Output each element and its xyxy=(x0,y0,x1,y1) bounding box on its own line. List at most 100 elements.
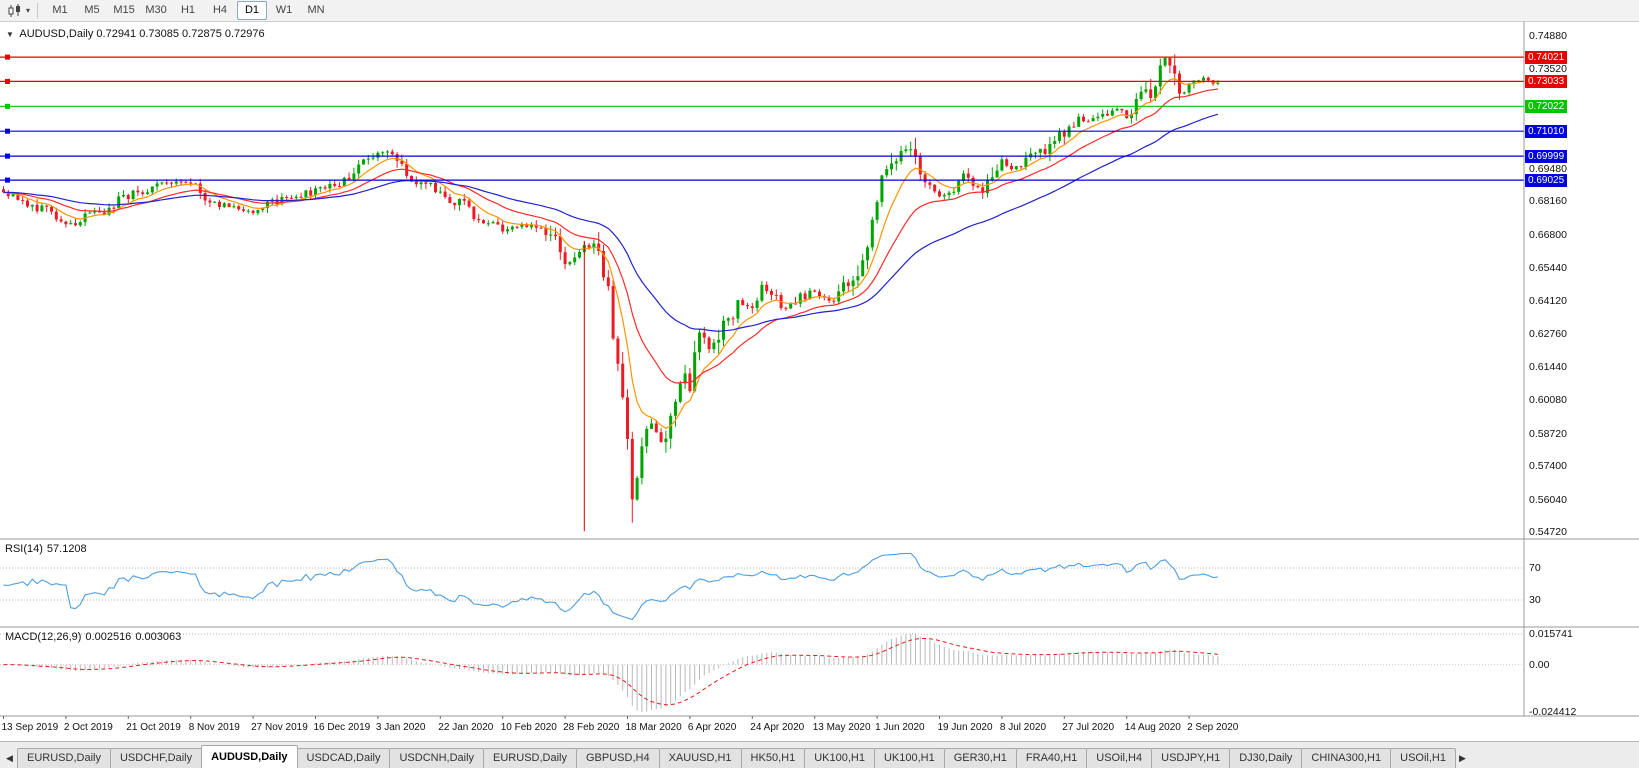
horizontal-line-0.71010[interactable] xyxy=(0,128,1524,134)
collapse-triangle-icon[interactable]: ▼ xyxy=(6,30,14,39)
chart-tab-fra40-h1[interactable]: FRA40,H1 xyxy=(1015,748,1088,768)
date-axis-label: 14 Aug 2020 xyxy=(1124,722,1181,733)
chart-tab-usoil-h1[interactable]: USOil,H1 xyxy=(1390,748,1456,768)
chart-tab-usdjpy-h1[interactable]: USDJPY,H1 xyxy=(1151,748,1231,768)
price-line-badge: 0.73033 xyxy=(1525,74,1568,88)
chart-tab-audusd-daily[interactable]: AUDUSD,Daily xyxy=(201,745,298,768)
date-axis-label: 1 Jun 2020 xyxy=(875,722,925,733)
chart-tab-xauusd-h1[interactable]: XAUUSD,H1 xyxy=(658,748,742,768)
chart-ohlc-values: 0.72941 0.73085 0.72875 0.72976 xyxy=(96,28,265,40)
plot-background xyxy=(0,22,1639,716)
chart-tab-eurusd-daily[interactable]: EURUSD,Daily xyxy=(483,748,577,768)
price-axis-label: 0.73520 xyxy=(1529,63,1567,76)
price-axis-label: 0.65440 xyxy=(1529,262,1567,275)
chart-tab-eurusd-daily[interactable]: EURUSD,Daily xyxy=(17,748,111,768)
chart-tab-hk50-h1[interactable]: HK50,H1 xyxy=(740,748,806,768)
price-line-badge: 0.69999 xyxy=(1525,149,1568,163)
timeframe-button-d1[interactable]: D1 xyxy=(237,1,268,20)
horizontal-line-0.73033[interactable] xyxy=(0,78,1524,84)
date-axis-label: 13 May 2020 xyxy=(812,722,871,733)
macd-histogram xyxy=(7,634,1219,712)
chart-symbol: AUDUSD,Daily xyxy=(19,28,94,40)
date-axis-label: 2 Oct 2019 xyxy=(63,722,113,733)
timeframe-button-group: M1 M5 M15 M30 H1 H4 D1 W1 MN xyxy=(45,1,331,20)
date-axis-label: 19 Jun 2020 xyxy=(937,722,993,733)
price-line-badge: 0.72022 xyxy=(1525,99,1568,113)
timeframe-button-m30[interactable]: M30 xyxy=(145,4,167,16)
timeframe-button-w1[interactable]: W1 xyxy=(275,4,293,16)
date-axis-label: 13 Sep 2019 xyxy=(1,722,59,733)
price-line-badge: 0.69025 xyxy=(1525,173,1568,187)
macd-axis-label: 0.00 xyxy=(1529,658,1550,671)
chart-tab-ger30-h1[interactable]: GER30,H1 xyxy=(943,748,1017,768)
price-axis-label: 0.69480 xyxy=(1529,162,1567,175)
chart-tab-usoil-h4[interactable]: USOil,H4 xyxy=(1086,748,1153,768)
macd-main-value: 0.002516 xyxy=(85,631,132,643)
horizontal-line-0.69025[interactable] xyxy=(0,177,1524,183)
price-axis-label: 0.60080 xyxy=(1529,394,1567,407)
macd-pane-label: MACD(12,26,9) 0.002516 0.003063 xyxy=(5,631,181,643)
timeframe-button-h1[interactable]: H1 xyxy=(180,4,196,16)
timeframe-button-m1[interactable]: M1 xyxy=(52,4,68,16)
date-axis-label: 28 Feb 2020 xyxy=(563,722,620,733)
price-line-badge: 0.71010 xyxy=(1525,124,1568,138)
macd-signal-line xyxy=(3,637,1218,706)
chart-tab-china300-h1[interactable]: CHINA300,H1 xyxy=(1301,748,1392,768)
tab-scroll-right-icon[interactable]: ▶ xyxy=(1459,753,1466,763)
candlestick-chart-icon[interactable] xyxy=(5,3,25,19)
horizontal-line-0.69999[interactable] xyxy=(0,153,1524,159)
timeframe-button-h4[interactable]: H4 xyxy=(212,4,228,16)
rsi-current-value: 57.1208 xyxy=(46,543,87,555)
price-axis-label: 0.54720 xyxy=(1529,526,1567,538)
date-axis-label: 22 Jan 2020 xyxy=(438,722,494,733)
date-axis-label: 10 Feb 2020 xyxy=(500,722,557,733)
price-axis-label: 0.62760 xyxy=(1529,328,1567,341)
price-axis-label: 0.56040 xyxy=(1529,493,1567,506)
chart-tab-uk100-h1[interactable]: UK100,H1 xyxy=(804,748,875,768)
timeframe-button-mn[interactable]: MN xyxy=(307,4,325,16)
date-ticks xyxy=(3,716,1190,719)
macd-signal-value: 0.003063 xyxy=(135,631,182,643)
date-axis-label: 6 Apr 2020 xyxy=(687,722,737,733)
date-axis-label: 8 Jul 2020 xyxy=(999,722,1047,733)
chart-tab-usdcad-daily[interactable]: USDCAD,Daily xyxy=(296,748,391,768)
rsi-axis-label: 70 xyxy=(1529,562,1541,574)
timeframe-button-m5[interactable]: M5 xyxy=(84,4,100,16)
date-axis-label: 8 Nov 2019 xyxy=(188,722,240,733)
chart-tab-uk100-h1[interactable]: UK100,H1 xyxy=(873,748,945,768)
price-axis-label: 0.66800 xyxy=(1529,228,1567,241)
chart-tab-dj30-daily[interactable]: DJ30,Daily xyxy=(1229,748,1303,768)
tab-scroll-left-icon[interactable]: ◀ xyxy=(6,753,13,763)
chart-ohlc-header: ▼ AUDUSD,Daily 0.72941 0.73085 0.72875 0… xyxy=(6,28,265,40)
date-axis-label: 27 Jul 2020 xyxy=(1062,722,1115,733)
horizontal-line-0.72022[interactable] xyxy=(0,103,1524,109)
rsi-name: RSI(14) xyxy=(5,543,43,555)
date-axis-label: 21 Oct 2019 xyxy=(126,722,181,733)
moving-average-20 xyxy=(3,88,1218,384)
price-chart-svg[interactable] xyxy=(0,22,1639,741)
price-axis-label: 0.61440 xyxy=(1529,360,1567,373)
moving-average-8 xyxy=(3,77,1218,429)
timeframe-button-m15[interactable]: M15 xyxy=(113,4,135,16)
candlestick-chart-glyph xyxy=(8,3,20,17)
price-line-badge: 0.74021 xyxy=(1525,50,1568,64)
date-axis-label: 24 Apr 2020 xyxy=(750,722,805,733)
chart-type-dropdown-caret[interactable]: ▾ xyxy=(26,6,31,15)
date-axis-label: 2 Sep 2020 xyxy=(1187,722,1239,733)
chart-tab-gbpusd-h4[interactable]: GBPUSD,H4 xyxy=(576,748,660,768)
horizontal-line-0.74021[interactable] xyxy=(0,54,1524,60)
macd-axis-label: -0.024412 xyxy=(1529,706,1577,718)
price-axis-label: 0.74880 xyxy=(1529,30,1567,42)
date-axis-label: 3 Jan 2020 xyxy=(375,722,426,733)
chart-tab-bar: ◀ EURUSD,Daily USDCHF,Daily AUDUSD,Daily USD… xyxy=(0,741,1639,768)
chart-region[interactable]: ▼ AUDUSD,Daily 0.72941 0.73085 0.72875 0… xyxy=(0,22,1639,741)
price-axis-label: 0.68160 xyxy=(1529,195,1567,208)
macd-name: MACD(12,26,9) xyxy=(5,631,82,643)
date-axis-label: 18 Mar 2020 xyxy=(625,722,682,733)
date-axis-label: 16 Dec 2019 xyxy=(313,722,371,733)
chart-tab-usdchf-daily[interactable]: USDCHF,Daily xyxy=(109,748,203,768)
chart-tab-usdcnh-daily[interactable]: USDCNH,Daily xyxy=(389,748,485,768)
date-axis-label: 27 Nov 2019 xyxy=(251,722,308,733)
rsi-axis-label: 30 xyxy=(1529,594,1541,606)
toolbar-separator xyxy=(37,3,39,18)
